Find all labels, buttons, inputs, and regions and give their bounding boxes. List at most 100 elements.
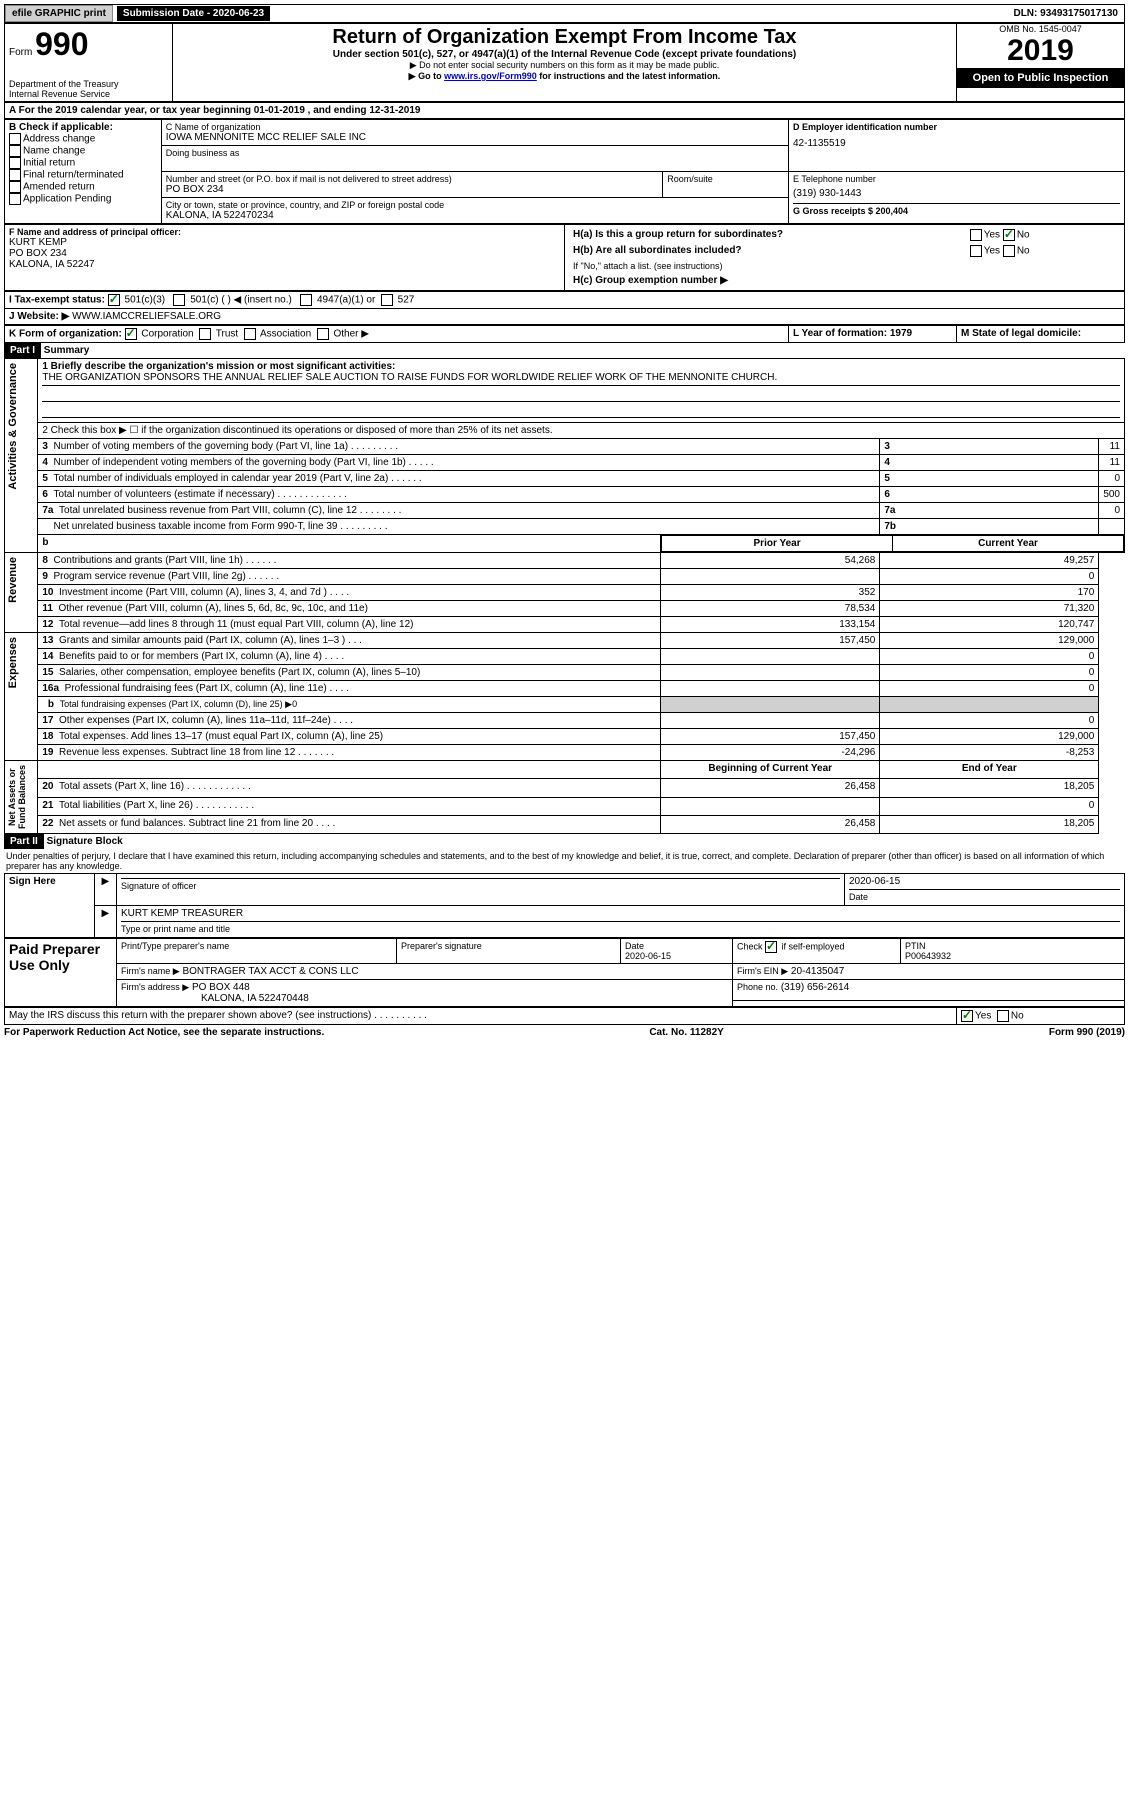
gov-row: 6 Total number of volunteers (estimate i…: [5, 487, 1125, 503]
declaration: Under penalties of perjury, I declare th…: [4, 849, 1125, 873]
cb-final-return[interactable]: Final return/terminated: [9, 169, 157, 181]
col-end: End of Year: [880, 761, 1099, 779]
cb-name-change[interactable]: Name change: [9, 145, 157, 157]
form-header: Form 990 Department of the Treasury Inte…: [4, 23, 1125, 102]
exp-row: b Total fundraising expenses (Part IX, c…: [5, 697, 1125, 713]
gov-row: 3 Number of voting members of the govern…: [5, 439, 1125, 455]
firm-name: BONTRAGER TAX ACCT & CONS LLC: [182, 966, 358, 977]
city-label: City or town, state or province, country…: [166, 200, 784, 210]
hb-label: H(b) Are all subordinates included?: [573, 245, 742, 256]
prep-name-label: Print/Type preparer's name: [117, 939, 397, 964]
firm-city: KALONA, IA 522470448: [201, 993, 309, 1004]
website: WWW.IAMCCRELIEFSALE.ORG: [72, 311, 221, 322]
officer-name: KURT KEMP: [9, 237, 560, 248]
cb-other[interactable]: [317, 328, 329, 340]
cb-address-change[interactable]: Address change: [9, 133, 157, 145]
date-label: Date: [849, 892, 868, 902]
firm-phone: (319) 656-2614: [781, 982, 849, 993]
col-begin: Beginning of Current Year: [661, 761, 880, 779]
discuss-row: May the IRS discuss this return with the…: [4, 1007, 1125, 1025]
firm-addr: PO BOX 448: [192, 982, 250, 993]
hb-note: If "No," attach a list. (see instruction…: [569, 259, 1120, 273]
exp-row: 15 Salaries, other compensation, employe…: [5, 665, 1125, 681]
section-e-label: E Telephone number: [793, 174, 1120, 184]
rev-row: 12 Total revenue—add lines 8 through 11 …: [5, 617, 1125, 633]
col-current: Current Year: [893, 536, 1124, 552]
q1-label: 1 Briefly describe the organization's mi…: [42, 361, 1120, 372]
cb-application-pending[interactable]: Application Pending: [9, 193, 157, 205]
net-row: 21 Total liabilities (Part X, line 26) .…: [5, 797, 1125, 815]
cb-amended-return[interactable]: Amended return: [9, 181, 157, 193]
dln: DLN: 93493175017130: [1007, 6, 1124, 21]
part2-title: Part II: [4, 834, 44, 849]
org-address: PO BOX 234: [166, 184, 658, 195]
footer-right: Form 990 (2019): [1049, 1027, 1125, 1038]
section-klm: K Form of organization: Corporation Trus…: [4, 325, 1125, 343]
part2-subtitle: Signature Block: [47, 836, 123, 847]
org-name: IOWA MENNONITE MCC RELIEF SALE INC: [166, 132, 784, 143]
name-label: Type or print name and title: [121, 924, 230, 934]
discuss-yes[interactable]: [961, 1010, 973, 1022]
cb-527[interactable]: [381, 294, 393, 306]
officer-city: KALONA, IA 52247: [9, 259, 560, 270]
section-m: M State of legal domicile:: [957, 326, 1125, 343]
rev-row: 10 Investment income (Part VIII, column …: [5, 585, 1125, 601]
part2-header: Part II Signature Block: [4, 834, 1125, 849]
cb-initial-return[interactable]: Initial return: [9, 157, 157, 169]
gov-row: Net unrelated business taxable income fr…: [5, 519, 1125, 535]
top-bar: efile GRAPHIC print Submission Date - 20…: [4, 4, 1125, 23]
cb-assoc[interactable]: [244, 328, 256, 340]
net-row: 20 Total assets (Part X, line 16) . . . …: [5, 779, 1125, 797]
cb-501c3[interactable]: [108, 294, 120, 306]
sig-label: Signature of officer: [121, 881, 196, 891]
cb-4947[interactable]: [300, 294, 312, 306]
org-city: KALONA, IA 522470234: [166, 210, 784, 221]
discuss-text: May the IRS discuss this return with the…: [5, 1008, 957, 1025]
form-note1: ▶ Do not enter social security numbers o…: [177, 60, 952, 71]
footer-mid: Cat. No. 11282Y: [649, 1027, 723, 1038]
hb-no[interactable]: [1003, 245, 1015, 257]
sign-here-label: Sign Here: [5, 874, 95, 938]
discuss-no[interactable]: [997, 1010, 1009, 1022]
section-f-label: F Name and address of principal officer:: [9, 227, 560, 237]
footer-left: For Paperwork Reduction Act Notice, see …: [4, 1027, 324, 1038]
part1-header: Part I Summary: [4, 343, 1125, 358]
ptin: P00643932: [905, 951, 951, 961]
ha-no[interactable]: [1003, 229, 1015, 241]
dba-label: Doing business as: [166, 148, 784, 158]
gov-row: 4 Number of independent voting members o…: [5, 455, 1125, 471]
cb-501c[interactable]: [173, 294, 185, 306]
exp-row: 17 Other expenses (Part IX, column (A), …: [5, 713, 1125, 729]
section-bcdeg: B Check if applicable: Address change Na…: [4, 119, 1125, 224]
ha-label: H(a) Is this a group return for subordin…: [573, 229, 783, 240]
hc-label: H(c) Group exemption number ▶: [569, 273, 1120, 288]
addr-label: Number and street (or P.O. box if mail i…: [166, 174, 658, 184]
q1-text: THE ORGANIZATION SPONSORS THE ANNUAL REL…: [42, 372, 1120, 383]
section-fh: F Name and address of principal officer:…: [4, 224, 1125, 291]
q2: 2 Check this box ▶ ☐ if the organization…: [38, 423, 1125, 439]
prep-check[interactable]: Check if self-employed: [733, 939, 901, 964]
section-g: G Gross receipts $ 200,404: [793, 206, 1120, 216]
irs-link[interactable]: www.irs.gov/Form990: [444, 71, 537, 81]
open-public: Open to Public Inspection: [957, 68, 1124, 88]
hb-yes[interactable]: [970, 245, 982, 257]
sign-date: 2020-06-15: [849, 876, 1120, 887]
section-j-label: J Website: ▶: [9, 311, 69, 322]
section-b-label: B Check if applicable:: [9, 122, 157, 133]
ein: 42-1135519: [793, 138, 1120, 149]
exp-row: 19 Revenue less expenses. Subtract line …: [5, 745, 1125, 761]
rev-row: 11 Other revenue (Part VIII, column (A),…: [5, 601, 1125, 617]
cb-corp[interactable]: [125, 328, 137, 340]
section-i-label: I Tax-exempt status:: [9, 295, 105, 306]
efile-print-button[interactable]: efile GRAPHIC print: [5, 5, 113, 22]
ha-yes[interactable]: [970, 229, 982, 241]
cb-trust[interactable]: [199, 328, 211, 340]
exp-row: 16a Professional fundraising fees (Part …: [5, 681, 1125, 697]
section-d-label: D Employer identification number: [793, 122, 1120, 132]
form-title: Return of Organization Exempt From Incom…: [177, 26, 952, 49]
exp-row: 14 Benefits paid to or for members (Part…: [5, 649, 1125, 665]
paid-preparer: Paid Preparer Use Only Print/Type prepar…: [4, 938, 1125, 1007]
dept-treasury: Department of the Treasury Internal Reve…: [9, 79, 168, 99]
sign-here: Sign Here ▶ Signature of officer 2020-06…: [4, 873, 1125, 938]
form-number: 990: [35, 26, 88, 62]
